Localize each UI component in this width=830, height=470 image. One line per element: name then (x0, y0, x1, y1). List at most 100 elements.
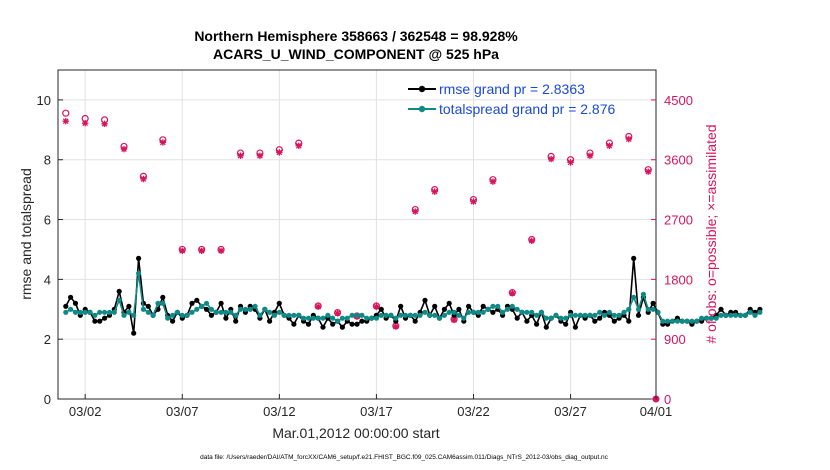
obs-assimilated-point (81, 119, 89, 127)
totalspread-point (417, 312, 423, 318)
rmse-point (422, 297, 428, 303)
totalspread-point (427, 312, 433, 318)
rmse-point (490, 309, 496, 315)
totalspread-point (509, 303, 515, 309)
y-axis-label-left: rmse and totalspread (18, 168, 34, 300)
obs-assimilated-point (237, 152, 244, 159)
obs-assimilated-point (450, 316, 458, 324)
totalspread-point (189, 309, 195, 315)
obs-assimilated-point (140, 175, 147, 183)
totalspread-point (485, 306, 491, 312)
rmse-point (412, 318, 418, 324)
totalspread-point (320, 315, 326, 321)
rmse-point (543, 324, 549, 330)
totalspread-point (349, 312, 355, 318)
totalspread-point (689, 318, 695, 324)
obs-assimilated-point (159, 139, 167, 146)
rmse-point (68, 294, 74, 300)
rmse-point (145, 303, 151, 309)
totalspread-point (213, 309, 219, 315)
obs-assimilated-point (567, 159, 574, 166)
totalspread-point (451, 309, 457, 315)
rmse-point (631, 255, 637, 261)
totalspread-point (742, 312, 748, 318)
rmse-point (223, 315, 229, 321)
totalspread-point (218, 309, 224, 315)
totalspread-point (179, 312, 185, 318)
totalspread-point (140, 306, 146, 312)
totalspread-point (645, 306, 651, 312)
series-layer (62, 109, 763, 403)
totalspread-point (203, 300, 210, 306)
rmse-point (267, 318, 273, 324)
totalspread-point (616, 312, 622, 318)
totalspread-point (388, 312, 394, 318)
totalspread-point (563, 315, 569, 321)
totalspread-point (553, 312, 559, 318)
totalspread-point (194, 306, 200, 312)
x-tick-label: 03/12 (263, 404, 296, 419)
totalspread-point (737, 312, 744, 318)
totalspread-point (757, 309, 763, 315)
totalspread-point (582, 312, 588, 318)
totalspread-point (354, 312, 360, 318)
totalspread-point (699, 315, 705, 321)
rmse-point (218, 300, 224, 306)
totalspread-point (145, 309, 151, 315)
totalspread-point (679, 318, 685, 324)
y-tick-label-right: 3600 (664, 153, 693, 168)
totalspread-point (237, 306, 244, 312)
obs-assimilated-point (625, 135, 633, 143)
totalspread-point (718, 312, 724, 318)
totalspread-point (412, 312, 418, 318)
totalspread-point (398, 312, 404, 318)
rmse-point (208, 312, 214, 318)
totalspread-point (407, 312, 413, 318)
totalspread-point (592, 312, 598, 318)
rmse-point (97, 318, 103, 324)
totalspread-point (301, 315, 307, 321)
obs-assimilated-point (528, 237, 535, 245)
totalspread-point (611, 312, 617, 318)
totalspread-point (131, 312, 137, 318)
y-tick-label-left: 8 (44, 153, 51, 168)
rmse-point (718, 306, 724, 312)
obs-assimilated-point (120, 145, 128, 153)
totalspread-point (713, 315, 719, 321)
totalspread-point (242, 306, 248, 312)
ticks: 03/02 03/07 03/12 03/17 03/22 03/27 04/0102468… (37, 93, 693, 419)
totalspread-point (694, 318, 700, 324)
legend: rmse grand pr = 2.8363 totalspread grand… (408, 81, 616, 117)
totalspread-point (378, 312, 384, 318)
rmse-point (92, 318, 98, 324)
y-tick-label-right: 4500 (664, 93, 693, 108)
rmse-point (626, 318, 632, 324)
totalspread-point (106, 309, 113, 315)
rmse-point (233, 318, 239, 324)
totalspread-point (359, 312, 365, 318)
totalspread-point (165, 315, 171, 321)
obs-assimilated-point (586, 152, 594, 159)
y-axis-label-right: # of obs: o=possible; ×=assimilated (703, 124, 719, 343)
totalspread-point (136, 270, 142, 276)
totalspread-point (116, 297, 122, 303)
totalspread-point (708, 315, 714, 321)
x-tick-label: 03/27 (554, 404, 587, 419)
rmse-point (320, 324, 326, 330)
totalspread-point (650, 306, 656, 312)
totalspread-point (534, 312, 540, 318)
obs-assimilated-point (373, 303, 380, 310)
grid (58, 70, 656, 399)
x-tick-label: 03/22 (457, 404, 490, 419)
rmse-point (276, 300, 282, 306)
obs-assimilated-point (179, 247, 186, 254)
rmse-point (466, 303, 472, 309)
totalspread-point (480, 309, 486, 315)
obs-assimilated-point (645, 168, 652, 175)
totalspread-point (548, 315, 554, 321)
totalspread-point (199, 303, 205, 309)
totalspread-point (257, 312, 263, 318)
totalspread-point (504, 306, 511, 312)
rmse-point (441, 306, 447, 312)
totalspread-point (77, 309, 83, 315)
